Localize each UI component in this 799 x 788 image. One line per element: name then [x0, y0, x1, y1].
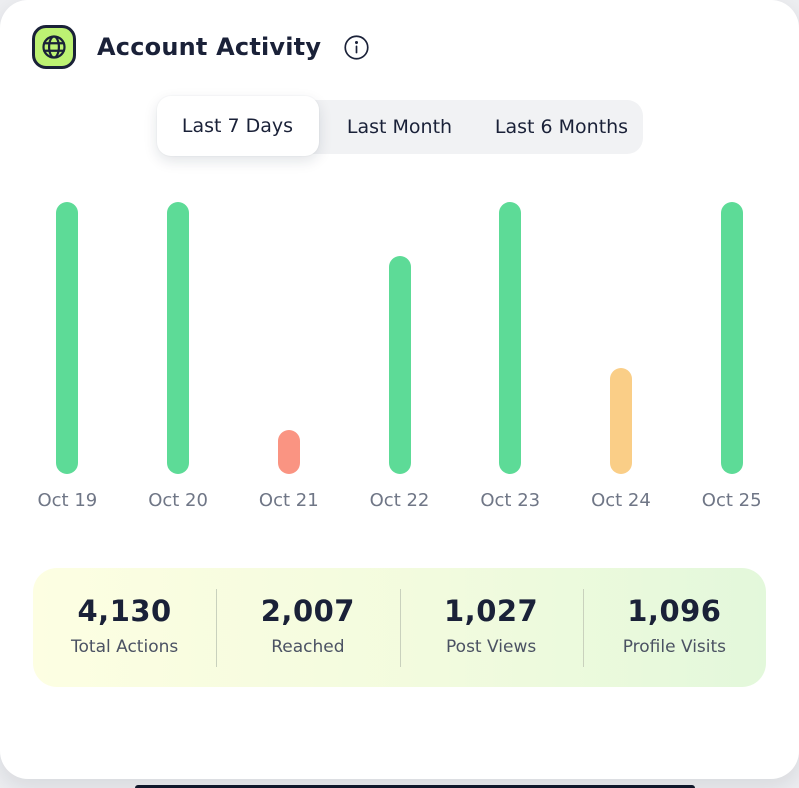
bar-oct-21[interactable] — [277, 430, 300, 474]
bar-track — [277, 202, 300, 474]
bar-oct-25[interactable] — [720, 202, 743, 474]
bar-label-oct-20: Oct 20 — [148, 490, 208, 511]
bar-oct-22[interactable] — [388, 256, 411, 474]
bar-oct-20[interactable] — [167, 202, 190, 474]
tab-last-month[interactable]: Last Month — [319, 100, 481, 154]
tab-last-7-days[interactable]: Last 7 Days — [156, 95, 319, 156]
time-range-tabs: Last 7 Days Last Month Last 6 Months — [156, 95, 643, 156]
bar-label-oct-21: Oct 21 — [258, 490, 319, 511]
next-card-edge — [135, 785, 695, 788]
stat-reached: 2,007 Reached — [216, 594, 399, 661]
bar-track — [167, 202, 190, 474]
bar-oct-23[interactable] — [499, 202, 522, 474]
stat-value: 2,007 — [260, 594, 355, 628]
bar-label-oct-24: Oct 24 — [591, 490, 651, 511]
bar-column: Oct 19 — [12, 202, 123, 511]
bar-track — [609, 202, 632, 474]
stat-value: 1,027 — [444, 594, 539, 628]
bar-track — [499, 202, 522, 474]
stat-label: Total Actions — [71, 637, 179, 657]
bar-column: Oct 23 — [455, 202, 566, 511]
bar-track — [388, 202, 411, 474]
tab-last-6-months[interactable]: Last 6 Months — [481, 100, 643, 154]
page-title: Account Activity — [97, 33, 322, 61]
stat-label: Reached — [271, 637, 345, 657]
header: Account Activity — [0, 0, 799, 69]
stat-total-actions: 4,130 Total Actions — [33, 594, 216, 661]
bar-label-oct-19: Oct 19 — [37, 490, 98, 511]
bar-track — [56, 202, 79, 474]
bar-column: Oct 20 — [123, 202, 234, 511]
bar-track — [720, 202, 743, 474]
bar-column: Oct 21 — [233, 202, 344, 511]
activity-bar-chart: Oct 19 Oct 20 Oct 21 Oct 22 — [0, 202, 799, 511]
bar-oct-19[interactable] — [56, 202, 79, 474]
stat-label: Profile Visits — [622, 637, 727, 657]
stat-label: Post Views — [446, 637, 537, 657]
info-icon[interactable] — [343, 34, 370, 61]
stat-value: 4,130 — [77, 594, 172, 628]
stat-value: 1,096 — [627, 594, 722, 628]
bar-label-oct-22: Oct 22 — [369, 490, 430, 511]
bar-label-oct-23: Oct 23 — [480, 490, 541, 511]
bar-label-oct-25: Oct 25 — [701, 490, 762, 511]
bar-column: Oct 22 — [344, 202, 455, 511]
bar-column: Oct 25 — [676, 202, 787, 511]
stat-post-views: 1,027 Post Views — [400, 594, 583, 661]
bar-oct-24[interactable] — [609, 367, 632, 474]
stats-summary: 4,130 Total Actions 2,007 Reached 1,027 … — [33, 568, 766, 687]
globe-icon — [32, 25, 76, 69]
bar-column: Oct 24 — [566, 202, 677, 511]
stat-profile-visits: 1,096 Profile Visits — [583, 594, 766, 661]
